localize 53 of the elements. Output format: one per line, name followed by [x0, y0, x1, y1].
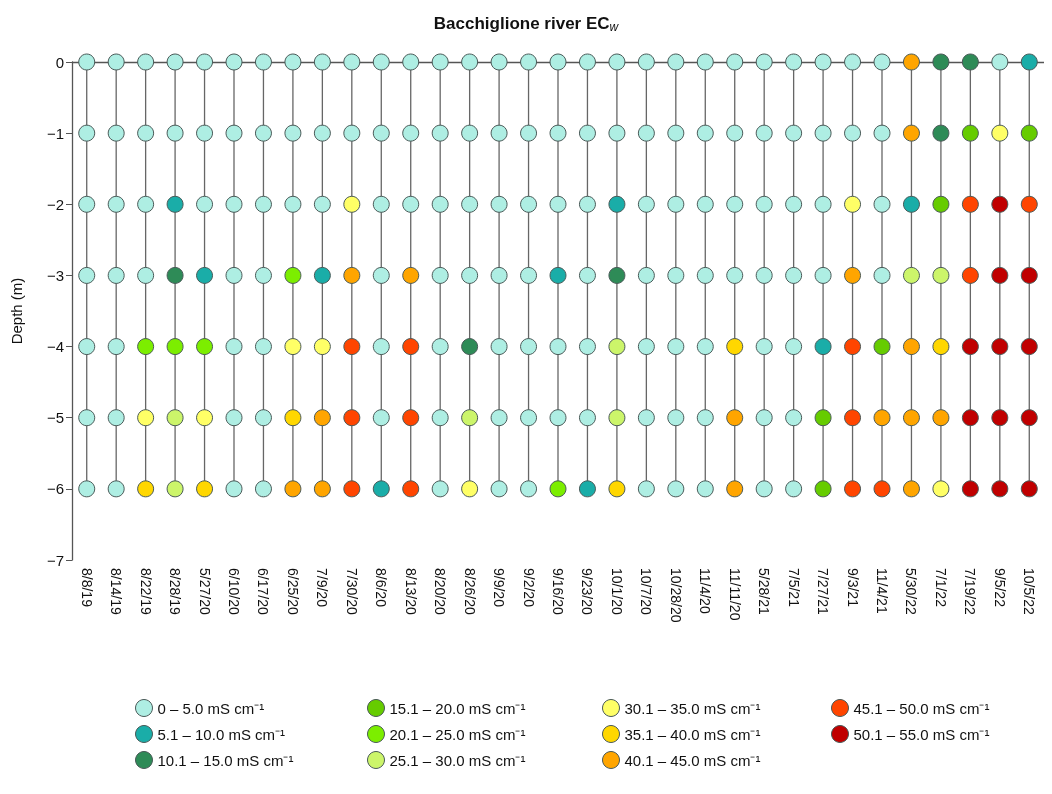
legend-label: 25.1 – 30.0 mS cm⁻¹: [389, 751, 526, 769]
legend-label: 20.1 – 25.0 mS cm⁻¹: [389, 725, 526, 743]
x-tick-label: 7/30/20: [343, 568, 360, 615]
legend-label: 0 – 5.0 mS cm⁻¹: [157, 699, 265, 717]
legend-label: 30.1 – 35.0 mS cm⁻¹: [624, 699, 761, 717]
legend-label: 45.1 – 50.0 mS cm⁻¹: [853, 699, 990, 717]
x-tick-label: 11/4/20: [697, 568, 714, 614]
x-tick-label: 5/27/20: [196, 568, 213, 615]
x-tick-label: 9/23/20: [579, 568, 596, 615]
x-tick-label: 9/9/20: [491, 568, 508, 608]
y-tick-label: 0: [55, 53, 64, 71]
x-tick-label: 9/5/22: [991, 568, 1008, 608]
x-tick-label: 11/4/21: [874, 568, 890, 614]
x-tick-label: 8/14/19: [108, 568, 125, 615]
y-axis-title: Depth (m): [8, 277, 25, 345]
x-tick-label: 8/20/20: [432, 568, 449, 615]
x-tick-label: 6/17/20: [255, 568, 272, 615]
x-tick-label: 9/16/20: [550, 568, 566, 615]
legend-label: 15.1 – 20.0 mS cm⁻¹: [389, 699, 526, 717]
y-tick-label: −2: [46, 195, 64, 213]
x-tick-label: 10/7/20: [638, 568, 655, 615]
x-tick-label: 7/27/21: [815, 568, 832, 615]
x-tick-label: 8/8/19: [78, 568, 95, 608]
y-tick-label: −7: [46, 551, 64, 569]
x-tick-label: 6/25/20: [284, 568, 301, 615]
x-tick-label: 7/19/22: [962, 568, 979, 615]
y-tick-label: −5: [46, 409, 64, 427]
legend-label: 35.1 – 40.0 mS cm⁻¹: [624, 725, 761, 743]
legend-label: 50.1 – 55.0 mS cm⁻¹: [853, 725, 990, 743]
x-tick-label: 8/22/19: [137, 568, 154, 615]
x-tick-label: 6/10/20: [226, 568, 242, 615]
x-tick-label: 9/2/20: [520, 568, 537, 608]
x-tick-label: 8/6/20: [373, 568, 390, 608]
x-tick-label: 5/30/22: [903, 568, 920, 615]
x-tick-label: 5/28/21: [756, 568, 773, 615]
x-tick-label: 10/5/22: [1021, 568, 1038, 615]
y-tick-label: −4: [46, 338, 64, 356]
x-tick-label: 7/1/22: [932, 568, 949, 608]
y-tick-label: −1: [46, 124, 64, 142]
x-tick-label: 11/11/20: [726, 568, 743, 621]
x-tick-label: 7/5/21: [785, 568, 802, 608]
x-tick-label: 8/13/20: [402, 568, 419, 615]
x-tick-label: 8/26/20: [461, 568, 478, 615]
x-tick-label: 8/28/19: [167, 568, 184, 615]
x-tick-label: 10/1/20: [608, 568, 625, 615]
legend-label: 5.1 – 10.0 mS cm⁻¹: [157, 725, 286, 743]
x-tick-label: 10/28/20: [667, 568, 684, 623]
x-tick-label: 7/9/20: [314, 568, 331, 608]
legend-label: 10.1 – 15.0 mS cm⁻¹: [157, 751, 294, 769]
legend-label: 40.1 – 45.0 mS cm⁻¹: [624, 751, 761, 769]
x-tick-label: 9/3/21: [844, 568, 861, 608]
y-tick-label: −3: [46, 266, 64, 284]
y-tick-label: −6: [46, 480, 64, 498]
